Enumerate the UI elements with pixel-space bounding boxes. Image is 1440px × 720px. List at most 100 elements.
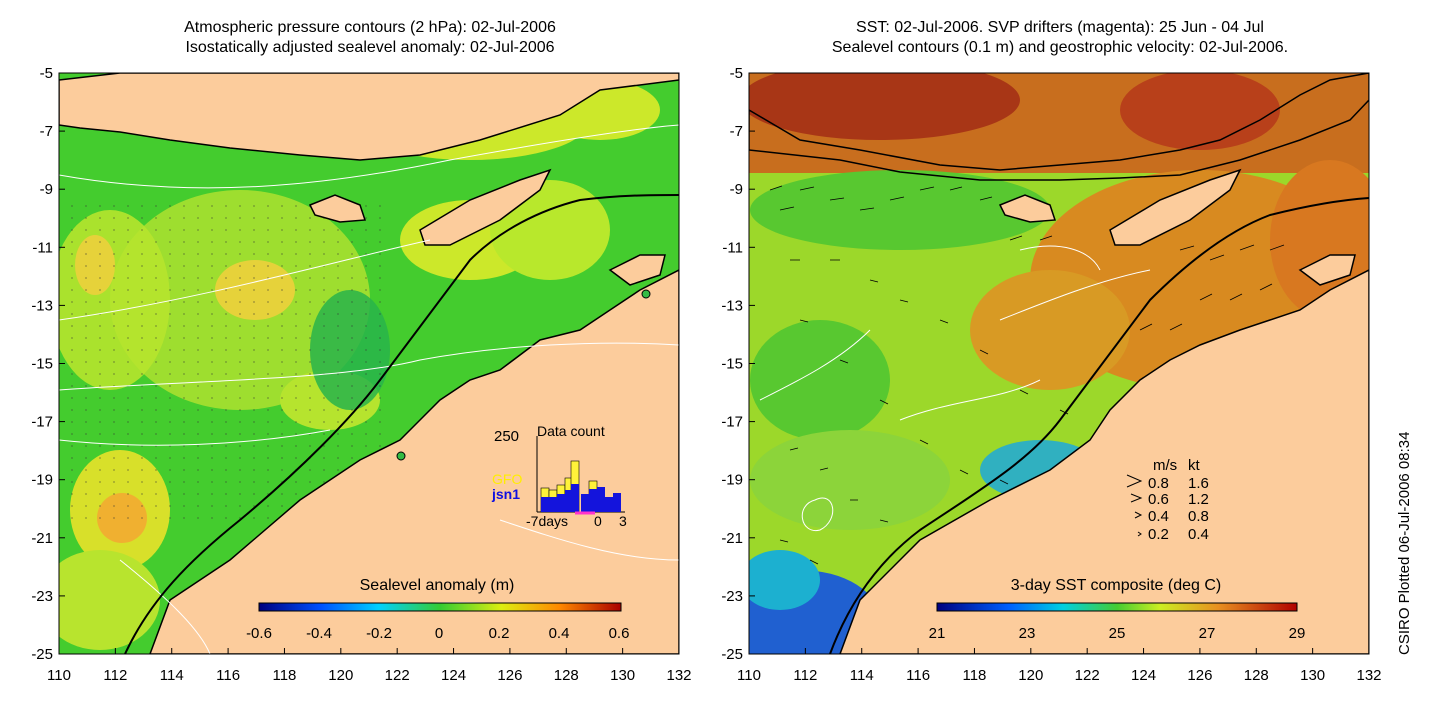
left-x-tick-label: 132	[666, 667, 691, 684]
inset-legend-gfo: GFO	[492, 471, 522, 487]
right-y-tick-label: -15	[721, 356, 743, 373]
right-x-tick-label: 122	[1075, 667, 1100, 684]
sla-colorbar: Sealevel anomaly (m) -0.6 -0.4 -0.2 0 0.…	[246, 577, 629, 642]
sla-colorbar-tick: 0.2	[489, 625, 510, 642]
left-y-tick-label: -19	[31, 472, 53, 489]
left-panel-title: Atmospheric pressure contours (2 hPa): 0…	[40, 18, 700, 58]
sst-patches	[749, 73, 1369, 654]
sla-colorbar-tick: 0.6	[609, 625, 630, 642]
sst-colorbar: 3-day SST composite (deg C) 21 23 25 27 …	[929, 577, 1306, 642]
right-x-tick-label: 132	[1356, 667, 1381, 684]
right-x-tick-label: 118	[962, 667, 986, 684]
significance-dots	[59, 200, 389, 520]
left-land	[59, 73, 679, 654]
right-x-tick-label: 110	[737, 667, 761, 684]
left-x-tick-label: 114	[160, 667, 184, 684]
right-title-line1: SST: 02-Jul-2006. SVP drifters (magenta)…	[856, 19, 1264, 36]
velocity-legend-header-kt: kt	[1188, 457, 1201, 474]
right-panel-title: SST: 02-Jul-2006. SVP drifters (magenta)…	[730, 18, 1390, 58]
right-y-tick-label: -25	[721, 646, 743, 663]
sst-colorbar-tick: 27	[1199, 625, 1216, 642]
bathymetry-contour	[124, 194, 679, 654]
tide-gauge-marker[interactable]	[396, 451, 406, 461]
tide-gauge-marker[interactable]	[641, 289, 651, 299]
right-y-tick-label: -13	[721, 297, 743, 314]
right-x-tick-label: 128	[1244, 667, 1269, 684]
left-y-tick-label: -7	[40, 123, 53, 140]
right-x-tick-label: 130	[1300, 667, 1325, 684]
left-y-tick-label: -9	[40, 181, 53, 198]
sla-colorbar-tick: 0.4	[549, 625, 570, 642]
sst-colorbar-tick: 23	[1019, 625, 1036, 642]
left-axes: -5 -7 -9 -11 -13 -15 -17 -19 -21 -23 -25 110 112 114 1…	[31, 65, 691, 684]
right-y-tick-label: -5	[730, 65, 743, 82]
credit-text: CSIRO Plotted 06-Jul-2006 08:34	[1396, 431, 1413, 655]
data-count-inset: 250 Data count GFO jsn1 -7days 0 3	[491, 423, 627, 529]
sla-colorbar-tick: -0.2	[366, 625, 392, 642]
velocity-legend-ms: 0.4	[1148, 508, 1169, 525]
right-x-tick-label: 126	[1187, 667, 1212, 684]
sla-colorbar-tick: -0.4	[306, 625, 332, 642]
velocity-legend-ms: 0.2	[1148, 526, 1169, 543]
right-x-tick-label: 124	[1131, 667, 1156, 684]
right-y-tick-label: -11	[722, 239, 743, 256]
bathymetry-contour	[829, 197, 1369, 654]
left-y-tick-label: -21	[31, 530, 53, 547]
left-y-tick-label: -23	[31, 588, 53, 605]
right-title-line2: Sealevel contours (0.1 m) and geostrophi…	[831, 39, 1289, 56]
right-land	[749, 73, 1369, 654]
velocity-legend-kt: 0.8	[1188, 508, 1209, 525]
inset-y-label: 250	[494, 428, 519, 445]
left-x-tick-label: 116	[216, 667, 240, 684]
right-axes: -5 -7 -9 -11 -13 -15 -17 -19 -21 -23 -25 110 112 114 1…	[721, 65, 1381, 684]
inset-legend-jsn1: jsn1	[491, 486, 520, 502]
left-y-tick-label: -11	[32, 239, 53, 256]
left-title-line2: Isostatically adjusted sealevel anomaly:…	[185, 39, 555, 56]
inset-x-tick: 0	[594, 513, 602, 529]
sst-colorbar-tick: 25	[1109, 625, 1126, 642]
right-y-tick-label: -9	[730, 181, 743, 198]
sla-colorbar-tick: 0	[435, 625, 443, 642]
right-x-tick-label: 116	[906, 667, 930, 684]
velocity-legend-ms: 0.6	[1148, 491, 1169, 508]
right-x-tick-label: 114	[850, 667, 874, 684]
left-y-tick-label: -13	[31, 297, 53, 314]
inset-x-tick: 3	[619, 513, 627, 529]
left-y-tick-label: -5	[40, 65, 53, 82]
left-title-line1: Atmospheric pressure contours (2 hPa): 0…	[184, 19, 556, 36]
right-y-tick-label: -21	[721, 530, 743, 547]
geostrophic-velocity-arrows	[769, 185, 1285, 565]
left-x-tick-label: 124	[441, 667, 466, 684]
right-map[interactable]	[720, 60, 1390, 670]
sla-colorbar-tick: -0.6	[246, 625, 272, 642]
left-map[interactable]	[40, 73, 679, 654]
left-y-tick-label: -15	[31, 356, 53, 373]
left-x-tick-label: 122	[385, 667, 410, 684]
right-y-tick-label: -7	[730, 123, 743, 140]
sst-colorbar-tick: 29	[1289, 625, 1306, 642]
left-x-tick-label: 118	[272, 667, 296, 684]
sst-colorbar-label: 3-day SST composite (deg C)	[1011, 577, 1221, 594]
velocity-legend: m/s kt 0.8 1.6 0.6 1.2 0.4 0.8 0.2 0.4	[1126, 457, 1209, 543]
sla-colorbar-label: Sealevel anomaly (m)	[360, 577, 515, 594]
velocity-legend-kt: 1.2	[1188, 491, 1209, 508]
sealevel-contours	[759, 245, 1151, 531]
left-x-tick-label: 110	[47, 667, 71, 684]
velocity-legend-ms: 0.8	[1148, 475, 1169, 492]
velocity-legend-kt: 0.4	[1188, 526, 1209, 543]
velocity-legend-header-ms: m/s	[1153, 457, 1177, 474]
left-x-tick-label: 128	[554, 667, 579, 684]
left-y-tick-label: -25	[31, 646, 53, 663]
velocity-legend-kt: 1.6	[1188, 475, 1209, 492]
right-x-tick-label: 120	[1018, 667, 1043, 684]
right-y-tick-label: -19	[721, 472, 743, 489]
left-x-tick-label: 112	[103, 667, 127, 684]
right-y-tick-label: -17	[721, 414, 743, 431]
left-x-tick-label: 120	[328, 667, 353, 684]
right-x-tick-label: 112	[793, 667, 817, 684]
left-x-tick-label: 130	[610, 667, 635, 684]
left-y-tick-label: -17	[31, 414, 53, 431]
right-y-tick-label: -23	[721, 588, 743, 605]
inset-x-tick: -7days	[526, 513, 568, 529]
